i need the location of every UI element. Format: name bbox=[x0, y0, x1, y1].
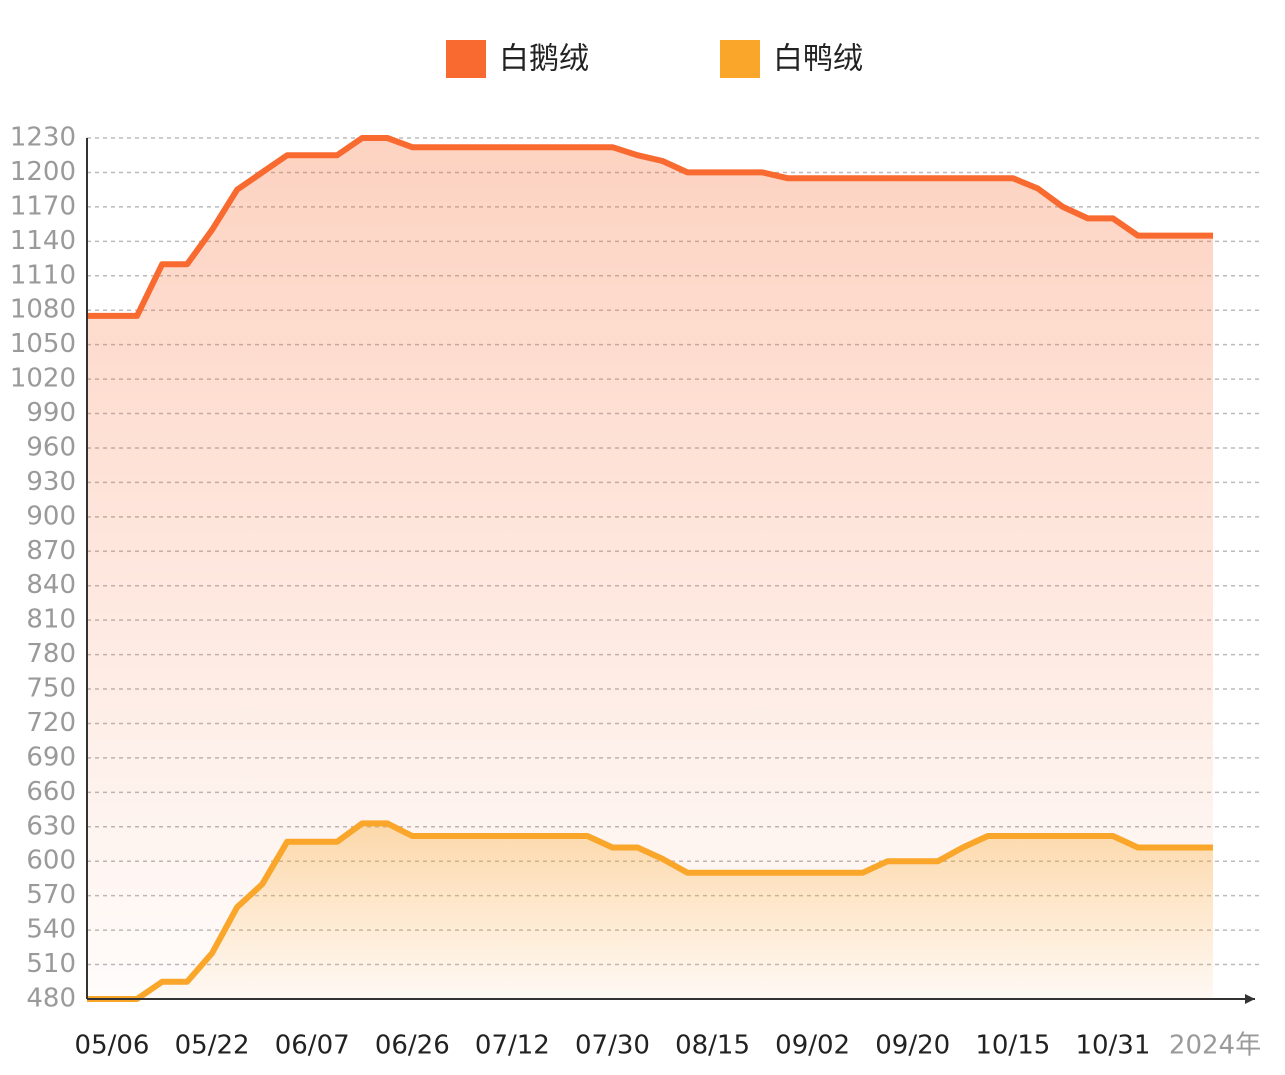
y-tick-label: 810 bbox=[26, 605, 76, 635]
line bbox=[87, 820, 1213, 1002]
x-tick-label: 10/15 bbox=[975, 1031, 1050, 1061]
y-tick-label: 690 bbox=[26, 742, 76, 772]
y-tick-label: 900 bbox=[26, 501, 76, 531]
y-tick-label: 1050 bbox=[10, 329, 76, 359]
x-axis-arrow bbox=[1245, 994, 1255, 1004]
y-tick-label: 930 bbox=[26, 467, 76, 497]
y-tick-label: 870 bbox=[26, 536, 76, 566]
y-tick-label: 840 bbox=[26, 570, 76, 600]
x-tick-label: 05/22 bbox=[175, 1031, 250, 1061]
y-tick-label: 780 bbox=[26, 639, 76, 669]
y-tick-label: 1080 bbox=[10, 295, 76, 325]
x-tick-label: 07/30 bbox=[575, 1031, 650, 1061]
legend-label: 白鸭绒 bbox=[773, 42, 863, 77]
y-tick-label: 1170 bbox=[10, 191, 76, 221]
x-tick-label: 06/26 bbox=[375, 1031, 450, 1061]
legend-swatch bbox=[720, 40, 760, 78]
line bbox=[87, 135, 1213, 319]
y-tick-label: 510 bbox=[26, 949, 76, 979]
y-tick-label: 570 bbox=[26, 880, 76, 910]
x-tick-label: 05/06 bbox=[75, 1031, 150, 1061]
x-unit-label: 2024年 bbox=[1169, 1031, 1261, 1061]
x-tick-label: 08/15 bbox=[675, 1031, 750, 1061]
y-tick-label: 960 bbox=[26, 432, 76, 462]
x-tick-label: 10/31 bbox=[1075, 1031, 1150, 1061]
y-tick-label: 600 bbox=[26, 846, 76, 876]
y-tick-label: 1230 bbox=[10, 123, 76, 153]
legend-swatch bbox=[446, 40, 486, 78]
area bbox=[87, 823, 1213, 999]
x-tick-label: 09/02 bbox=[775, 1031, 850, 1061]
x-tick-label: 06/07 bbox=[275, 1031, 350, 1061]
y-tick-label: 540 bbox=[26, 915, 76, 945]
y-tick-label: 1110 bbox=[10, 260, 76, 290]
x-tick-label: 07/12 bbox=[475, 1031, 550, 1061]
y-tick-label: 660 bbox=[26, 777, 76, 807]
legend-label: 白鹅绒 bbox=[499, 42, 589, 77]
y-tick-label: 720 bbox=[26, 708, 76, 738]
y-tick-label: 990 bbox=[26, 398, 76, 428]
area bbox=[87, 138, 1213, 999]
y-tick-label: 480 bbox=[26, 984, 76, 1014]
y-tick-label: 1140 bbox=[10, 226, 76, 256]
y-tick-label: 630 bbox=[26, 811, 76, 841]
y-tick-label: 1200 bbox=[10, 157, 76, 187]
x-tick-label: 09/20 bbox=[875, 1031, 950, 1061]
y-tick-label: 1020 bbox=[10, 364, 76, 394]
y-tick-label: 750 bbox=[26, 674, 76, 704]
